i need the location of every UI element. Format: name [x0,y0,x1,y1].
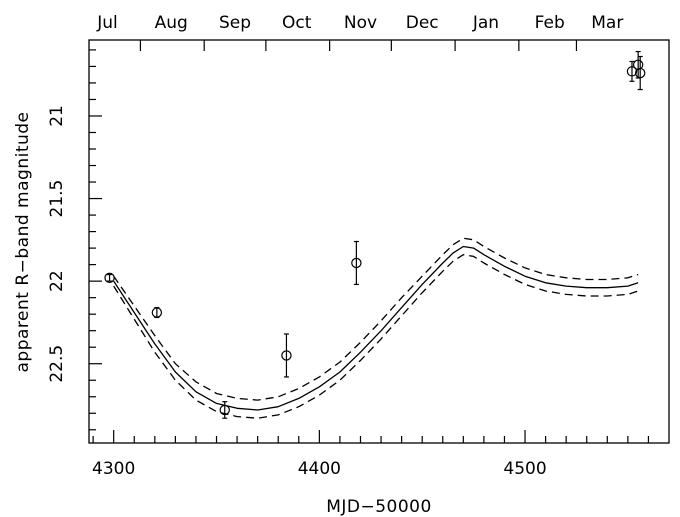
top-month-axis: Jul Aug Sep Oct Nov Dec Jan Feb Mar [96,13,623,51]
y-axis-title: apparent R−band magnitude [13,111,33,372]
y-tick-label: 22 [47,270,67,292]
data-point [635,67,646,79]
top-month-label: Nov [344,13,377,33]
bottom-axis: 4300 4400 4500 [92,430,650,479]
data-point [219,404,230,416]
data-point [151,307,163,318]
top-month-label: Mar [591,13,623,33]
top-month-label: Oct [282,13,312,33]
model-lines [113,237,639,419]
data-point [351,257,362,269]
top-month-label: Feb [535,13,565,33]
model-envelope-line [113,254,639,419]
top-month-label: Dec [406,13,439,33]
x-tick-label: 4500 [503,459,546,479]
plot-frame [88,39,670,444]
y-tick-label: 21 [47,105,67,127]
model-best-fit-line [113,245,639,411]
top-month-label: Aug [155,13,188,33]
x-tick-label: 4300 [92,459,135,479]
x-axis-title: MJD−50000 [326,497,432,517]
data-point [626,66,638,77]
y-tick-label: 21.5 [47,180,67,218]
top-month-label: Sep [219,13,251,33]
data-point [281,350,292,361]
y-tick-label: 22.5 [47,345,67,383]
model-envelope-line [113,237,639,401]
top-month-label: Jan [472,13,499,33]
top-month-label: Jul [96,13,118,33]
data-points [104,50,646,419]
x-tick-label: 4400 [298,459,341,479]
left-axis: 21 21.5 22 22.5 [47,49,102,431]
data-point [104,272,115,284]
